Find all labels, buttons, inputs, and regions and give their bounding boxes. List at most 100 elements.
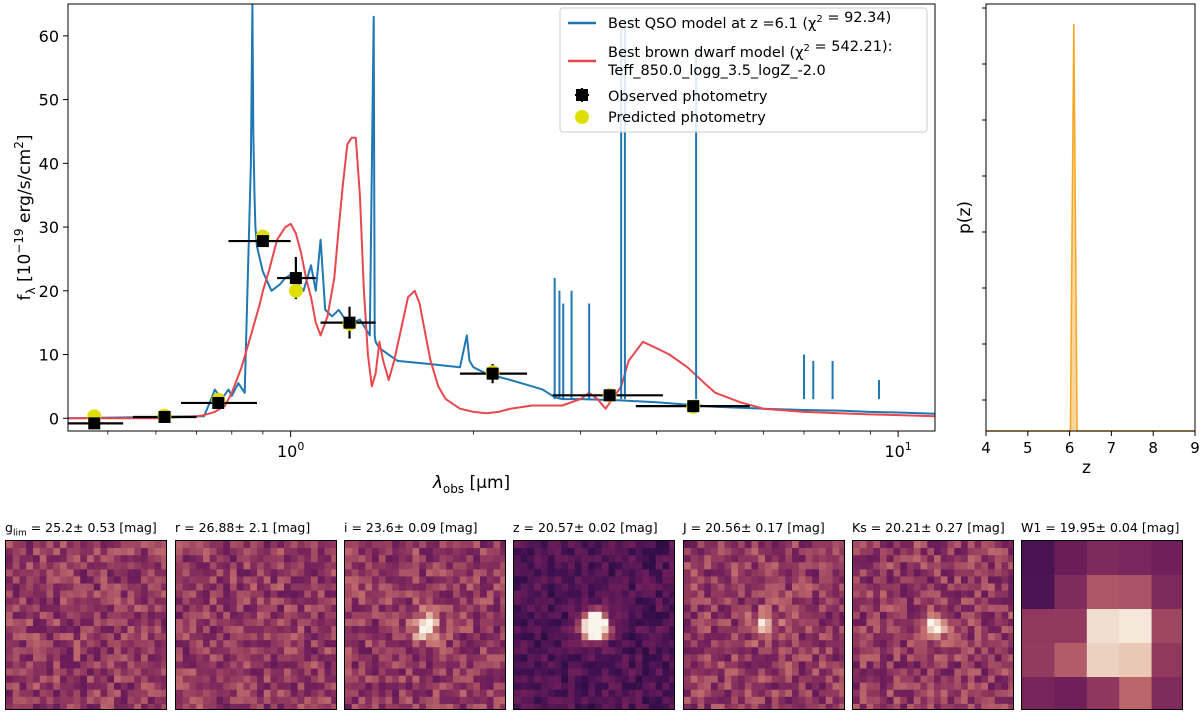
cutout-pixel — [974, 597, 982, 606]
cutout-pixel — [250, 541, 258, 549]
cutout-pixel — [738, 576, 746, 584]
cutout-pixel — [947, 668, 955, 677]
cutout-pixel — [19, 647, 27, 655]
cutout-pixel — [920, 633, 928, 641]
cutout-pixel — [378, 555, 386, 563]
cutout-pixel — [1008, 668, 1013, 677]
cutout-pixel — [635, 555, 643, 563]
cutout-pixel — [236, 696, 244, 705]
cutout-pixel — [419, 618, 427, 627]
cutout-pixel — [738, 633, 746, 641]
cutout-pixel — [927, 640, 935, 648]
cutout-pixel — [520, 633, 528, 641]
cutout-pixel — [669, 661, 674, 669]
cutout-pixel — [230, 640, 238, 648]
cutout-pixel — [331, 583, 336, 592]
cutout-pixel — [717, 548, 725, 556]
cutout-pixel — [459, 633, 467, 641]
cutout-pixel — [940, 689, 948, 698]
cutout-pixel — [154, 618, 162, 627]
cutout-pixel — [601, 647, 609, 655]
cutout-pixel — [669, 618, 674, 627]
cutout-pixel — [981, 689, 989, 698]
cutout-pixel — [961, 590, 969, 599]
cutout-pixel — [635, 661, 643, 669]
cutout-pixel — [839, 541, 844, 549]
cutout-pixel — [473, 618, 481, 627]
cutout-pixel — [73, 583, 81, 592]
cutout-pixel — [196, 618, 204, 627]
cutout-pixel — [203, 618, 211, 627]
cutout-pixel — [73, 661, 81, 669]
cutout-pixel — [46, 689, 54, 698]
cutout-pixel — [80, 555, 88, 563]
cutout-pixel — [236, 647, 244, 655]
cutout-pixel — [203, 675, 211, 684]
cutout-pixel — [981, 647, 989, 655]
cutout-pixel — [1008, 562, 1013, 570]
cutout-pixel — [758, 597, 766, 606]
cutout-pixel — [595, 654, 603, 662]
cutout-pixel — [601, 604, 609, 613]
cutout-pixel — [669, 696, 674, 705]
cutout-pixel — [230, 597, 238, 606]
cutout-pixel — [466, 541, 474, 549]
cutout-pixel — [392, 555, 400, 563]
cutout-pixel — [392, 583, 400, 592]
cutout-pixel — [771, 548, 779, 556]
cutout-pixel — [974, 541, 982, 549]
cutout-pixel — [209, 604, 217, 613]
cutout-pixel — [311, 626, 319, 634]
cutout-pixel — [284, 668, 292, 677]
cutout-pixel — [392, 597, 400, 606]
cutout-pixel — [717, 647, 725, 655]
cutout-pixel — [547, 668, 555, 677]
cutout-pixel — [601, 703, 609, 709]
cutout-pixel — [893, 604, 901, 613]
cutout-pixel — [345, 618, 353, 627]
cutout-pixel — [223, 618, 231, 627]
cutout-pixel — [778, 682, 786, 691]
cutout-pixel — [642, 668, 650, 677]
cutout-pixel — [392, 633, 400, 641]
cutout-pixel — [147, 611, 155, 620]
cutout-pixel — [66, 689, 74, 698]
cutout-pixel — [426, 611, 434, 620]
cutout-pixel — [615, 696, 623, 705]
cutout-pixel — [107, 541, 115, 549]
cutout-pixel — [839, 689, 844, 698]
cutout-pixel — [1001, 703, 1009, 709]
cutout-pixel — [568, 640, 576, 648]
cutout-image — [513, 540, 675, 710]
cutout-pixel — [324, 555, 332, 563]
cutout-pixel — [87, 689, 95, 698]
cutout-pixel — [534, 689, 542, 698]
cutout-pixel — [934, 696, 942, 705]
cutout-pixel — [466, 569, 474, 577]
cutout-pixel — [1008, 654, 1013, 662]
cutout-pixel — [53, 583, 61, 592]
cutout-pixel — [466, 654, 474, 662]
cutout-pixel — [243, 590, 251, 599]
cutout-pixel — [93, 640, 101, 648]
cutout-pixel — [392, 569, 400, 577]
cutout-pixel — [19, 633, 27, 641]
cutout-pixel — [642, 682, 650, 691]
cutout-pixel — [412, 647, 420, 655]
cutout-pixel — [439, 548, 447, 556]
cutout-pixel — [697, 548, 705, 556]
cutout-pixel — [161, 597, 166, 606]
cutout-pixel — [331, 696, 336, 705]
cutout-pixel — [26, 640, 34, 648]
cutout-pixel — [120, 618, 128, 627]
cutout-pixel — [290, 661, 298, 669]
cutout-pixel — [351, 597, 359, 606]
cutout-pixel — [297, 647, 305, 655]
cutout-pixel — [46, 590, 54, 599]
cutout-pixel — [93, 569, 101, 577]
cutout-pixel — [642, 703, 650, 709]
cutout-pixel — [243, 703, 251, 709]
cutout-pixel — [744, 590, 752, 599]
cutout-pixel — [622, 597, 630, 606]
cutout-pixel — [913, 555, 921, 563]
